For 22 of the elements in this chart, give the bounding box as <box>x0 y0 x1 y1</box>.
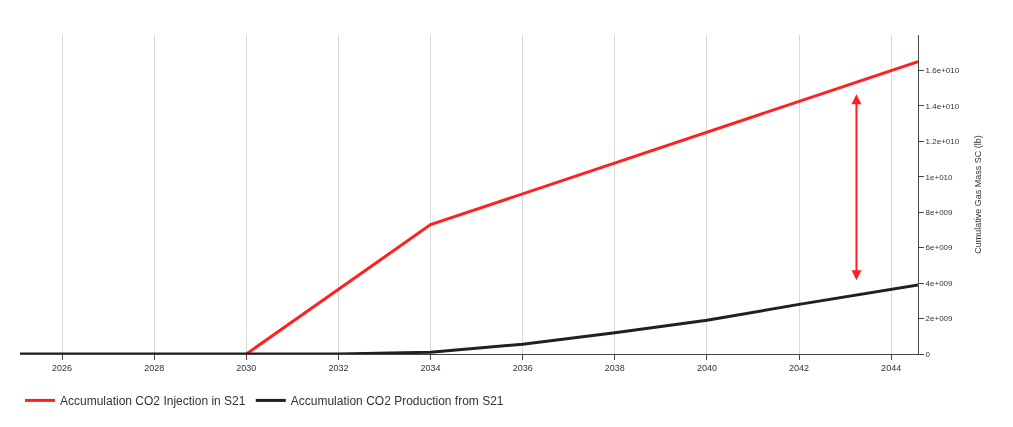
legend-label: Accumulation CO2 Injection in S21 <box>60 394 246 409</box>
x-tick-label: 2036 <box>512 362 533 373</box>
y-tick-label: 8e+009 <box>925 208 954 218</box>
x-tick-label: 2034 <box>420 362 441 373</box>
x-tick-label: 2030 <box>236 362 257 373</box>
y-tick-label: 6e+009 <box>925 243 954 253</box>
y-tick-label: 0 <box>925 349 931 359</box>
x-tick-label: 2044 <box>881 362 902 373</box>
legend-label: Accumulation CO2 Production from S21 <box>290 394 504 409</box>
x-tick-label: 2028 <box>144 362 165 373</box>
x-tick-label: 2032 <box>328 362 349 373</box>
x-tick-label: 2026 <box>52 362 73 373</box>
x-tick-label: 2042 <box>789 362 810 373</box>
y-tick-label: 4e+009 <box>925 278 954 288</box>
x-tick-label: 2040 <box>696 362 717 373</box>
x-tick-label: 2038 <box>604 362 625 373</box>
y-tick-label: 1.4e+010 <box>925 101 960 111</box>
y-tick-label: 1.2e+010 <box>925 137 960 147</box>
y-tick-label: 1.6e+010 <box>925 66 960 76</box>
y-tick-label: 2e+009 <box>925 314 954 324</box>
y-axis-title: Cumulative Gas Mass SC (lb) <box>972 135 983 254</box>
y-tick-label: 1e+010 <box>925 172 954 182</box>
